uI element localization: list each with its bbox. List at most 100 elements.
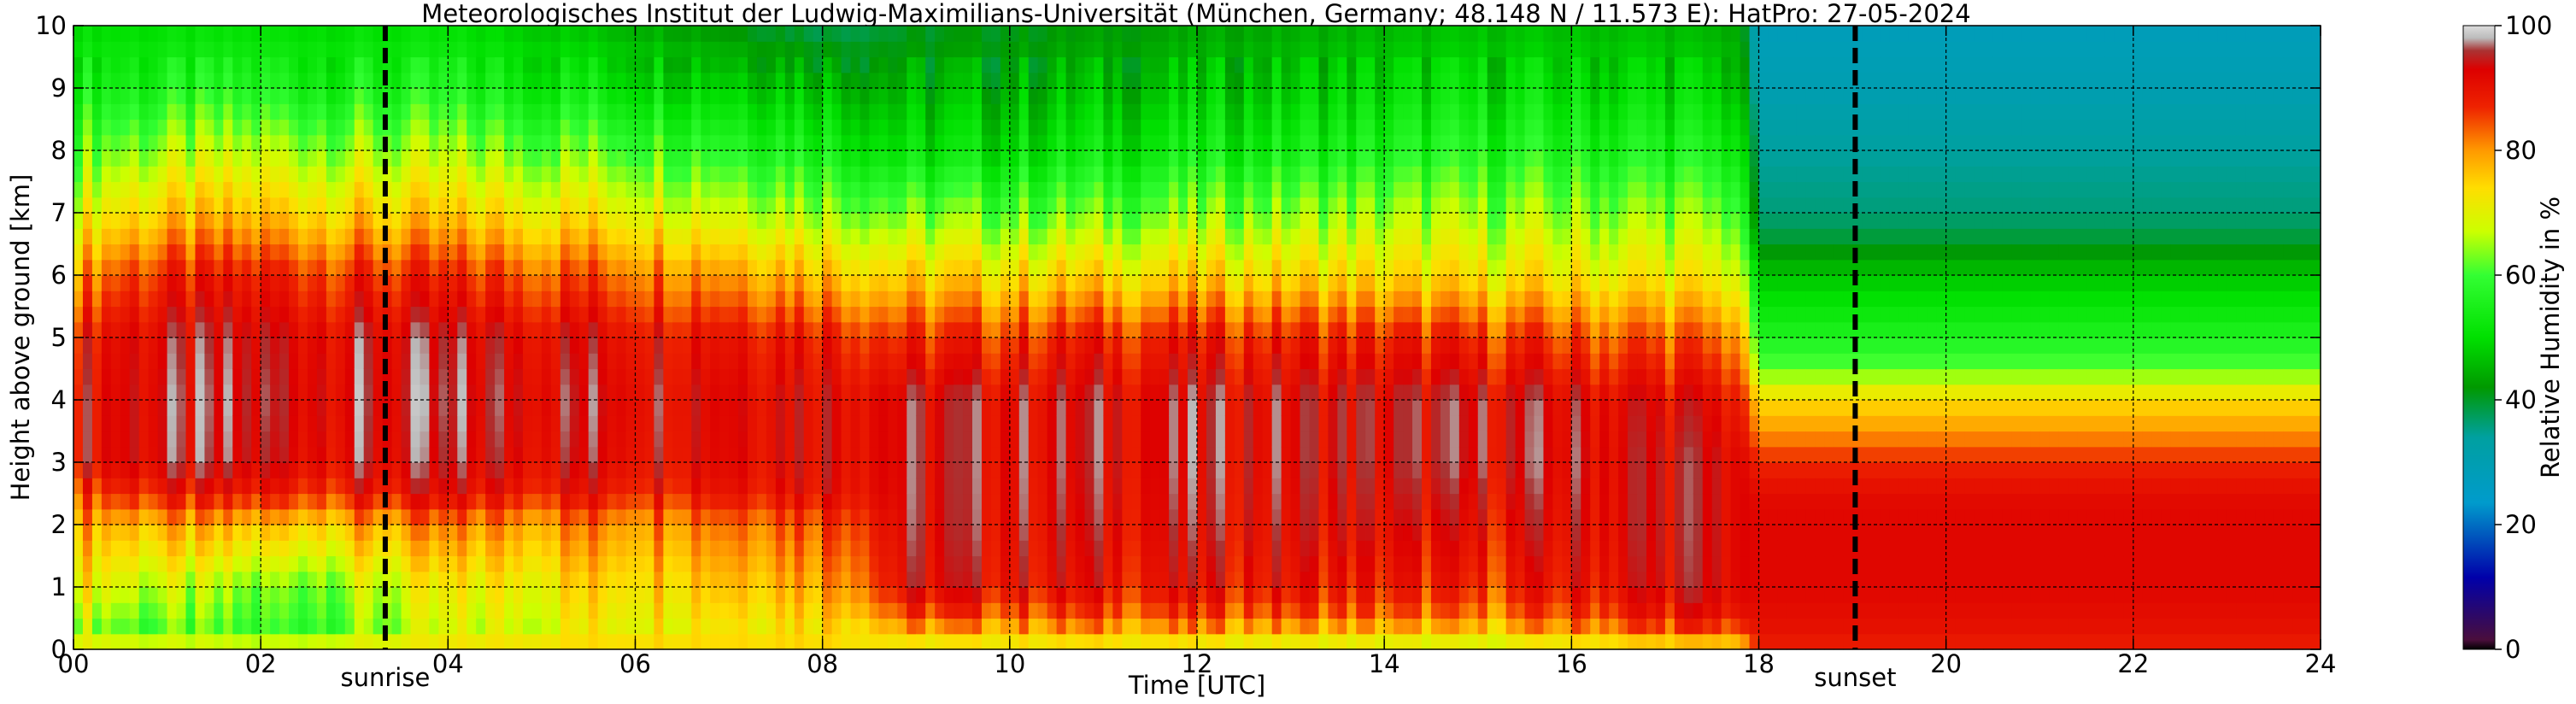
heatmap-cell (316, 119, 327, 136)
heatmap-cell (1234, 415, 1245, 432)
heatmap-cell (550, 119, 561, 136)
heatmap-cell (738, 88, 748, 104)
heatmap-cell (766, 618, 777, 635)
heatmap-cell (691, 446, 701, 463)
heatmap-cell (316, 306, 327, 323)
heatmap-cell (1131, 26, 1141, 42)
heatmap-cell (214, 134, 224, 151)
heatmap-cell (729, 41, 739, 58)
heatmap-cell (298, 166, 308, 183)
heatmap-cell (907, 72, 917, 89)
heatmap-cell (495, 462, 505, 478)
heatmap-cell (1188, 166, 1198, 183)
heatmap-cell (888, 56, 898, 73)
heatmap-cell (972, 555, 983, 572)
heatmap-cell (954, 228, 964, 245)
heatmap-cell (738, 213, 748, 229)
heatmap-cell (101, 275, 112, 291)
heatmap-cell (1009, 353, 1020, 370)
heatmap-cell (738, 243, 748, 261)
heatmap-cell (990, 602, 1001, 619)
heatmap-cell (401, 56, 412, 73)
heatmap-cell (691, 384, 701, 401)
heatmap-cell (803, 275, 814, 291)
heatmap-cell (1009, 181, 1020, 198)
heatmap-cell (878, 321, 889, 338)
heatmap-cell (167, 478, 178, 495)
heatmap-cell (1141, 353, 1151, 370)
heatmap-cell (691, 478, 701, 495)
heatmap-cell (373, 259, 384, 276)
heatmap-cell (1047, 181, 1058, 198)
heatmap-cell (448, 243, 458, 261)
heatmap-cell (138, 26, 150, 42)
heatmap-cell (1122, 41, 1132, 58)
heatmap-cell (644, 134, 655, 151)
heatmap-cell (1234, 525, 1245, 541)
heatmap-cell (1159, 525, 1170, 541)
heatmap-cell (223, 134, 233, 151)
heatmap-cell (504, 508, 514, 525)
heatmap-cell (1188, 431, 1198, 448)
heatmap-cell (138, 275, 150, 291)
heatmap-cell (204, 321, 214, 338)
heatmap-cell (138, 290, 150, 308)
heatmap-cell (878, 41, 889, 58)
heatmap-cell (363, 41, 374, 58)
heatmap-cell (382, 415, 393, 432)
heatmap-cell (635, 275, 646, 291)
heatmap-cell (710, 321, 720, 338)
heatmap-cell (1028, 181, 1039, 198)
heatmap-cell (963, 290, 973, 308)
heatmap-cell (167, 41, 178, 58)
heatmap-cell (635, 400, 646, 416)
heatmap-cell (682, 306, 692, 323)
heatmap-cell (307, 290, 318, 308)
heatmap-cell (176, 275, 187, 291)
heatmap-cell (701, 56, 711, 73)
heatmap-cell (1065, 353, 1077, 370)
heatmap-cell (925, 587, 936, 603)
heatmap-cell (429, 41, 439, 58)
heatmap-cell (176, 540, 187, 557)
heatmap-cell (101, 243, 112, 261)
heatmap-cell (242, 166, 252, 183)
heatmap-cell (1122, 587, 1132, 603)
heatmap-cell (476, 368, 486, 385)
heatmap-cell (420, 400, 431, 416)
heatmap-cell (110, 602, 121, 619)
heatmap-cell (531, 353, 543, 370)
heatmap-cell (682, 602, 692, 619)
heatmap-cell (129, 384, 140, 401)
heatmap-cell (148, 103, 159, 120)
heatmap-cell (157, 290, 168, 308)
heatmap-cell (822, 119, 833, 136)
heatmap-cell (270, 400, 280, 416)
heatmap-cell (1094, 72, 1105, 89)
heatmap-cell (954, 602, 964, 619)
heatmap-cell (944, 306, 954, 323)
heatmap-cell (775, 290, 786, 308)
heatmap-cell (1018, 290, 1030, 308)
heatmap-cell (972, 587, 983, 603)
heatmap-cell (148, 259, 159, 276)
heatmap-cell (335, 555, 346, 572)
heatmap-cell (354, 134, 365, 151)
heatmap-cell (129, 493, 140, 510)
heatmap-cell (635, 384, 646, 401)
heatmap-cell (195, 26, 206, 42)
heatmap-cell (578, 41, 590, 58)
heatmap-cell (448, 368, 458, 385)
heatmap-cell (569, 26, 580, 42)
heatmap-cell (803, 243, 814, 261)
heatmap-cell (1122, 493, 1132, 510)
heatmap-cell (148, 540, 159, 557)
heatmap-cell (157, 228, 168, 245)
heatmap-cell (990, 321, 1001, 338)
heatmap-cell (438, 337, 449, 354)
heatmap-cell (448, 446, 458, 463)
heatmap-cell (1122, 119, 1132, 136)
heatmap-cell (1009, 462, 1020, 478)
heatmap-cell (607, 103, 618, 120)
heatmap-cell (373, 571, 384, 588)
